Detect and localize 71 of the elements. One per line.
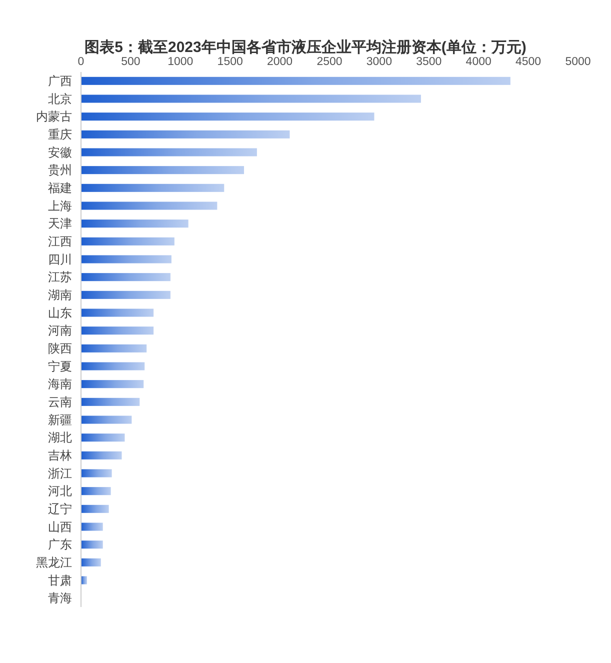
x-tick-label: 1000	[168, 56, 194, 68]
bar	[81, 522, 103, 531]
bar	[81, 76, 510, 85]
bar	[81, 344, 147, 352]
x-tick-label: 4500	[516, 56, 542, 68]
bar	[81, 504, 109, 513]
y-tick-label: 福建	[48, 180, 72, 195]
y-tick-label: 江西	[48, 234, 72, 248]
y-tick-label: 青海	[48, 591, 72, 606]
y-tick-label: 浙江	[48, 466, 72, 480]
bar	[81, 451, 122, 460]
y-tick-label: 天津	[48, 216, 72, 231]
y-tick-label: 河北	[48, 484, 72, 498]
x-tick-label: 3000	[366, 56, 392, 68]
y-tick-label: 湖南	[48, 288, 72, 302]
bar	[81, 469, 112, 478]
bar	[81, 540, 103, 549]
bar	[81, 94, 421, 103]
y-tick-label: 河南	[48, 324, 72, 338]
y-tick-label: 广西	[48, 74, 72, 88]
bar	[81, 273, 170, 282]
bar	[81, 326, 154, 335]
y-tick-label: 重庆	[48, 127, 72, 142]
bar	[81, 416, 132, 424]
bar	[81, 202, 218, 210]
y-tick-label: 甘肃	[48, 573, 72, 588]
bar	[81, 255, 172, 264]
y-tick-label: 四川	[48, 252, 72, 266]
y-tick-label: 宁夏	[48, 359, 72, 374]
y-tick-label: 湖北	[48, 430, 72, 445]
bar	[81, 290, 170, 299]
y-tick-label: 山东	[48, 306, 72, 320]
y-tick-label: 辽宁	[48, 502, 72, 516]
bar	[81, 148, 257, 156]
bar	[81, 237, 174, 246]
bar	[81, 576, 87, 584]
bar	[81, 380, 144, 388]
y-tick-label: 吉林	[48, 448, 72, 462]
x-tick-label: 2500	[316, 56, 342, 68]
y-tick-label: 广东	[48, 538, 72, 552]
x-tick-label: 3500	[416, 56, 442, 68]
y-tick-label: 云南	[48, 394, 72, 409]
bar	[81, 184, 224, 192]
y-tick-label: 内蒙古	[36, 110, 72, 124]
x-tick-label: 4000	[466, 56, 492, 68]
x-tick-label: 1500	[217, 56, 243, 68]
y-tick-label: 新疆	[48, 412, 72, 427]
bar	[81, 220, 188, 228]
bar	[81, 166, 244, 174]
bar	[81, 130, 290, 138]
y-tick-label: 海南	[48, 377, 72, 392]
y-tick-label: 黑龙江	[36, 555, 72, 570]
bar	[81, 398, 140, 406]
bar	[81, 362, 145, 370]
bar	[81, 112, 374, 121]
bar	[81, 434, 125, 442]
y-tick-label: 安徽	[48, 145, 72, 160]
y-tick-label: 北京	[48, 92, 72, 106]
bar	[81, 487, 111, 496]
y-tick-label: 陕西	[48, 341, 72, 356]
x-tick-label: 0	[78, 56, 84, 68]
x-tick-label: 2000	[267, 56, 293, 68]
x-tick-label: 500	[121, 56, 140, 68]
y-tick-label: 上海	[48, 198, 72, 213]
y-tick-label: 江苏	[48, 270, 72, 284]
y-tick-label: 贵州	[48, 163, 72, 178]
x-tick-label: 5000	[565, 56, 591, 68]
chart-title: 图表5：截至2023年中国各省市液压企业平均注册资本(单位：万元)	[84, 38, 526, 56]
bar	[81, 308, 154, 317]
y-tick-label: 山西	[48, 520, 72, 534]
bar	[81, 558, 101, 566]
